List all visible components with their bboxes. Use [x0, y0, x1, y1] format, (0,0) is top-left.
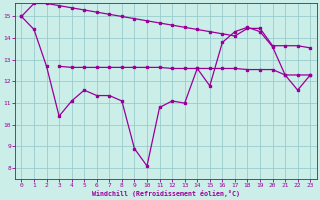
X-axis label: Windchill (Refroidissement éolien,°C): Windchill (Refroidissement éolien,°C) — [92, 190, 240, 197]
